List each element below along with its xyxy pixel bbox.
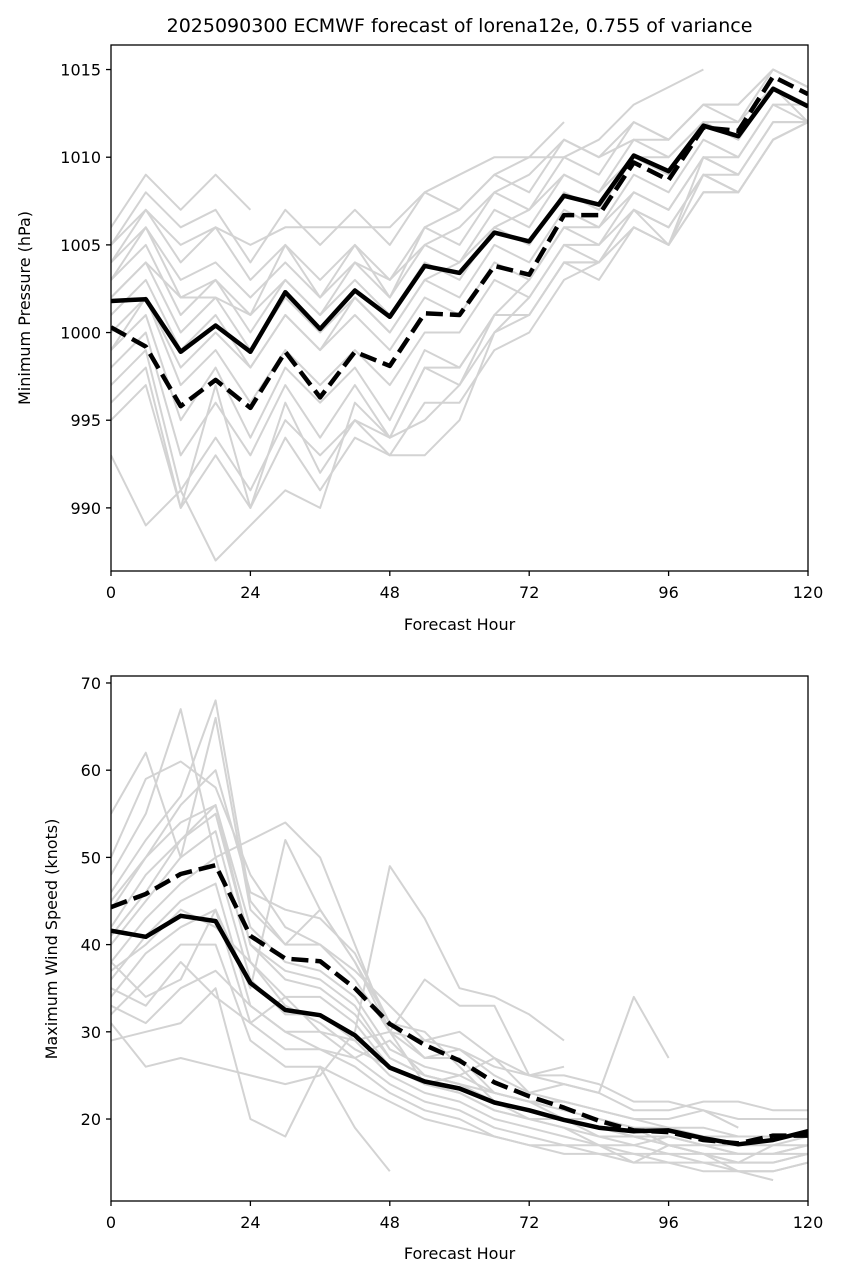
wind-x-tick-label: 72 xyxy=(519,1213,539,1232)
wind-member-line xyxy=(111,769,808,1164)
pressure-x-tick-label: 120 xyxy=(793,583,824,602)
wind-y-tick-label: 70 xyxy=(81,674,101,693)
wind-member-line xyxy=(111,882,808,1164)
pressure-member-line xyxy=(111,68,808,316)
pressure-y-tick-label: 1005 xyxy=(60,236,101,255)
pressure-member-line xyxy=(111,121,808,492)
wind-x-tick-label: 0 xyxy=(106,1213,116,1232)
wind-x-ticks: 0 24 48 72 96 120 xyxy=(106,1201,823,1232)
wind-series xyxy=(111,862,808,1147)
wind-x-tick-label: 24 xyxy=(240,1213,260,1232)
wind-y-tick-label: 20 xyxy=(81,1110,101,1129)
wind-x-tick-label: 48 xyxy=(380,1213,400,1232)
pressure-member-line xyxy=(111,103,808,352)
wind-member-line xyxy=(111,908,808,1173)
wind-y-tick-label: 60 xyxy=(81,761,101,780)
pressure-y-axis-label: Minimum Pressure (hPa) xyxy=(15,211,34,405)
pressure-y-tick-label: 990 xyxy=(70,499,101,518)
pressure-principal-component-line xyxy=(111,74,808,411)
pressure-member-line xyxy=(111,103,808,509)
pressure-member-line xyxy=(111,68,704,263)
pressure-x-axis-label: Forecast Hour xyxy=(404,615,516,634)
wind-member-line xyxy=(111,716,808,1155)
pressure-axes-frame xyxy=(110,44,809,572)
wind-principal-component-line xyxy=(111,862,808,1146)
pressure-x-tick-label: 0 xyxy=(106,583,116,602)
wind-x-tick-label: 96 xyxy=(658,1213,678,1232)
pressure-axes: 0 24 48 72 96 120 990 995 1000 1005 1010 1015 Fore… xyxy=(15,44,823,634)
pressure-member-line xyxy=(111,121,565,316)
pressure-member-line xyxy=(111,173,739,509)
pressure-x-tick-label: 72 xyxy=(519,583,539,602)
wind-member-line xyxy=(111,969,739,1129)
pressure-x-tick-label: 96 xyxy=(658,583,678,602)
pressure-member-line xyxy=(111,173,252,228)
wind-member-line xyxy=(111,812,808,1155)
wind-ensemble-members xyxy=(111,699,808,1182)
wind-member-line xyxy=(111,699,808,1138)
wind-member-line xyxy=(111,856,808,1164)
pressure-member-line xyxy=(111,121,808,457)
wind-x-axis-label: Forecast Hour xyxy=(404,1244,516,1263)
wind-y-tick-label: 50 xyxy=(81,848,101,867)
pressure-member-line xyxy=(111,68,808,264)
wind-y-axis-label: Maximum Wind Speed (knots) xyxy=(42,819,61,1060)
pressure-x-tick-label: 48 xyxy=(380,583,400,602)
wind-member-line xyxy=(111,987,391,1172)
pressure-y-tick-label: 1010 xyxy=(60,148,101,167)
wind-member-line xyxy=(111,830,808,1155)
pressure-ensemble-members xyxy=(111,68,808,562)
pressure-y-tick-label: 995 xyxy=(70,411,101,430)
pressure-y-ticks: 990 995 1000 1005 1010 1015 xyxy=(60,61,111,518)
pressure-y-tick-label: 1015 xyxy=(60,61,101,80)
wind-y-tick-label: 40 xyxy=(81,936,101,955)
wind-y-ticks: 20 30 40 50 60 70 xyxy=(81,674,111,1129)
pressure-x-ticks: 0 24 48 72 96 120 xyxy=(106,571,823,602)
pressure-member-line xyxy=(111,86,808,369)
pressure-y-tick-label: 1000 xyxy=(60,324,101,343)
pressure-ensemble-mean-line xyxy=(111,86,808,355)
wind-axes-frame xyxy=(110,675,809,1202)
wind-member-line xyxy=(111,943,808,1173)
wind-y-tick-label: 30 xyxy=(81,1023,101,1042)
pressure-member-line xyxy=(111,156,739,562)
pressure-x-tick-label: 24 xyxy=(240,583,260,602)
chart-title: 2025090300 ECMWF forecast of lorena12e, … xyxy=(167,15,753,37)
pressure-series xyxy=(111,74,808,411)
wind-x-tick-label: 120 xyxy=(793,1213,824,1232)
